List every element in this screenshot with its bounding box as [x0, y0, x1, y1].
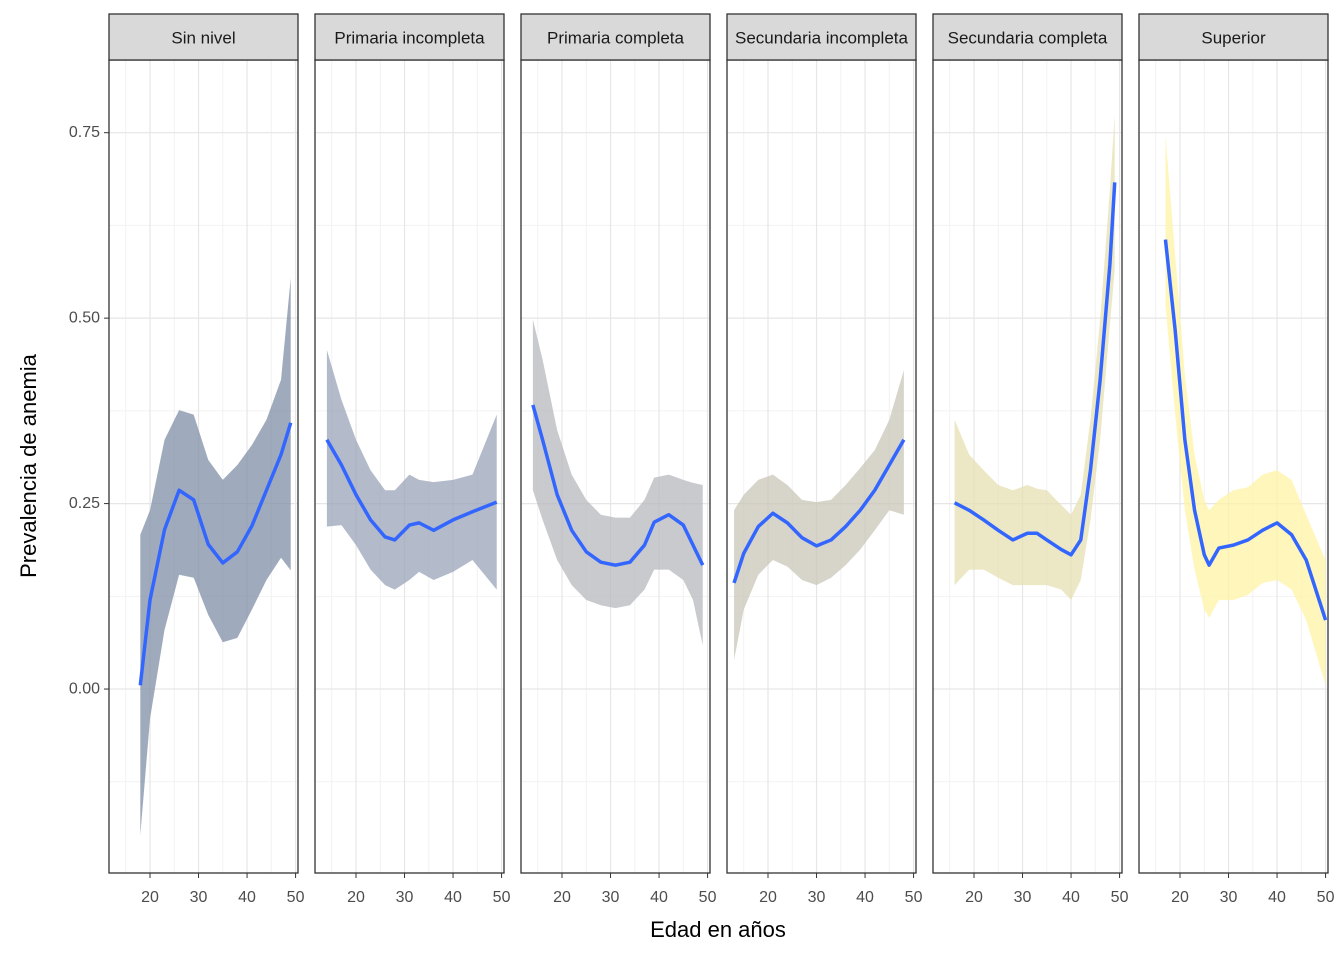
x-tick-label: 50 — [1111, 889, 1129, 906]
strip-background — [520, 13, 711, 61]
y-tick-label: 0.75 — [69, 124, 100, 141]
smooth-line — [1163, 239, 1328, 621]
strip-label: Primaria incompleta — [334, 28, 485, 47]
confidence-band — [954, 114, 1115, 601]
x-tick-label: 40 — [1062, 889, 1080, 906]
panel: Primaria incompleta 20 30 40 50 — [314, 13, 511, 906]
strip-label: Secundaria completa — [948, 28, 1108, 47]
x-tick-label: 30 — [1220, 889, 1238, 906]
strip-background — [1138, 13, 1329, 61]
x-tick-label: 40 — [238, 889, 256, 906]
smooth-line — [325, 438, 498, 542]
x-tick-label: 20 — [1171, 889, 1189, 906]
panel: Sin nivel 20 30 40 50 — [108, 13, 305, 906]
y-tick-label: 0.00 — [69, 680, 100, 697]
x-tick-label: 50 — [699, 889, 717, 906]
confidence-band — [326, 350, 497, 590]
panel: Primaria completa 20 30 40 50 — [520, 13, 717, 906]
x-tick-label: 20 — [759, 889, 777, 906]
y-tick-label: 0.25 — [69, 495, 100, 512]
x-tick-label: 50 — [493, 889, 511, 906]
x-tick-label: 30 — [190, 889, 208, 906]
y-axis-title: Prevalencia de anemia — [16, 353, 41, 578]
strip-background — [726, 13, 917, 61]
strip-label: Secundaria incompleta — [735, 28, 908, 47]
x-tick-label: 40 — [444, 889, 462, 906]
y-tick-label: 0.50 — [69, 309, 100, 326]
panel: Superior 20 30 40 50 — [1138, 13, 1335, 906]
panel: Secundaria incompleta 20 30 40 50 — [726, 13, 923, 906]
x-tick-label: 20 — [553, 889, 571, 906]
strip-background — [932, 13, 1123, 61]
x-tick-label: 20 — [141, 889, 159, 906]
panel: Secundaria completa 20 30 40 50 — [932, 13, 1129, 906]
confidence-band — [140, 278, 291, 836]
x-axis-title: Edad en años — [650, 917, 786, 942]
smooth-line — [138, 422, 293, 686]
strip-background — [108, 13, 299, 61]
smooth-line — [953, 182, 1117, 557]
confidence-band — [734, 370, 904, 661]
x-tick-label: 40 — [650, 889, 668, 906]
smooth-line — [531, 404, 705, 567]
x-tick-label: 20 — [347, 889, 365, 906]
x-tick-label: 30 — [396, 889, 414, 906]
x-tick-label: 50 — [287, 889, 305, 906]
x-tick-label: 30 — [808, 889, 826, 906]
x-tick-label: 50 — [905, 889, 923, 906]
confidence-band — [1165, 134, 1326, 686]
x-tick-label: 40 — [1268, 889, 1286, 906]
x-tick-label: 30 — [1014, 889, 1032, 906]
strip-label: Primaria completa — [547, 28, 685, 47]
x-tick-label: 50 — [1317, 889, 1335, 906]
confidence-band — [532, 319, 703, 646]
x-tick-label: 30 — [602, 889, 620, 906]
panel-background — [1139, 60, 1328, 873]
strip-background — [314, 13, 505, 61]
x-tick-label: 20 — [965, 889, 983, 906]
x-tick-label: 40 — [856, 889, 874, 906]
strip-label: Sin nivel — [171, 28, 235, 47]
smooth-line — [732, 438, 906, 584]
strip-label: Superior — [1201, 28, 1266, 47]
